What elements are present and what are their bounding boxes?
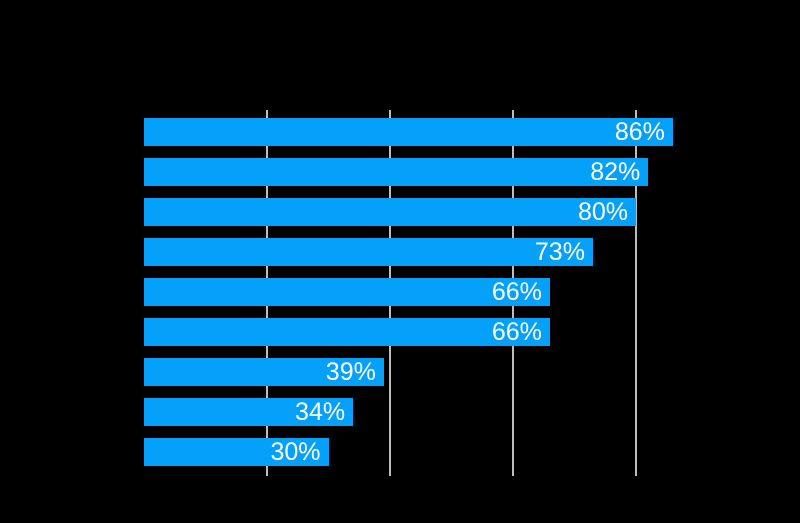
bar: 82%	[144, 158, 649, 186]
bar-value-label: 34%	[295, 398, 346, 426]
bar-value-label: 30%	[270, 438, 321, 466]
bar: 66%	[144, 318, 550, 346]
bar-row: 30%	[144, 438, 759, 466]
bar: 80%	[144, 198, 636, 226]
bar-row: 39%	[144, 358, 759, 386]
bar-row: 34%	[144, 398, 759, 426]
bar: 39%	[144, 358, 384, 386]
bar-row: 66%	[144, 318, 759, 346]
bar-row: 86%	[144, 118, 759, 146]
bar-value-label: 80%	[577, 198, 628, 226]
bar-series: 86% 82% 80% 73% 66% 66% 39% 34% 30%	[144, 110, 759, 476]
bar-value-label: 66%	[491, 318, 542, 346]
bar-value-label: 82%	[590, 158, 641, 186]
bar: 86%	[144, 118, 673, 146]
bar: 66%	[144, 278, 550, 306]
bar-row: 82%	[144, 158, 759, 186]
bar-row: 80%	[144, 198, 759, 226]
bar-value-label: 73%	[534, 238, 585, 266]
gridline-80	[635, 110, 637, 476]
plot-area: 86% 82% 80% 73% 66% 66% 39% 34% 30%	[144, 110, 759, 476]
bar: 34%	[144, 398, 354, 426]
bar-value-label: 39%	[325, 358, 376, 386]
bar: 73%	[144, 238, 593, 266]
bar-value-label: 66%	[491, 278, 542, 306]
bar: 30%	[144, 438, 329, 466]
bar-row: 66%	[144, 278, 759, 306]
bar-row: 73%	[144, 238, 759, 266]
bar-value-label: 86%	[614, 118, 665, 146]
